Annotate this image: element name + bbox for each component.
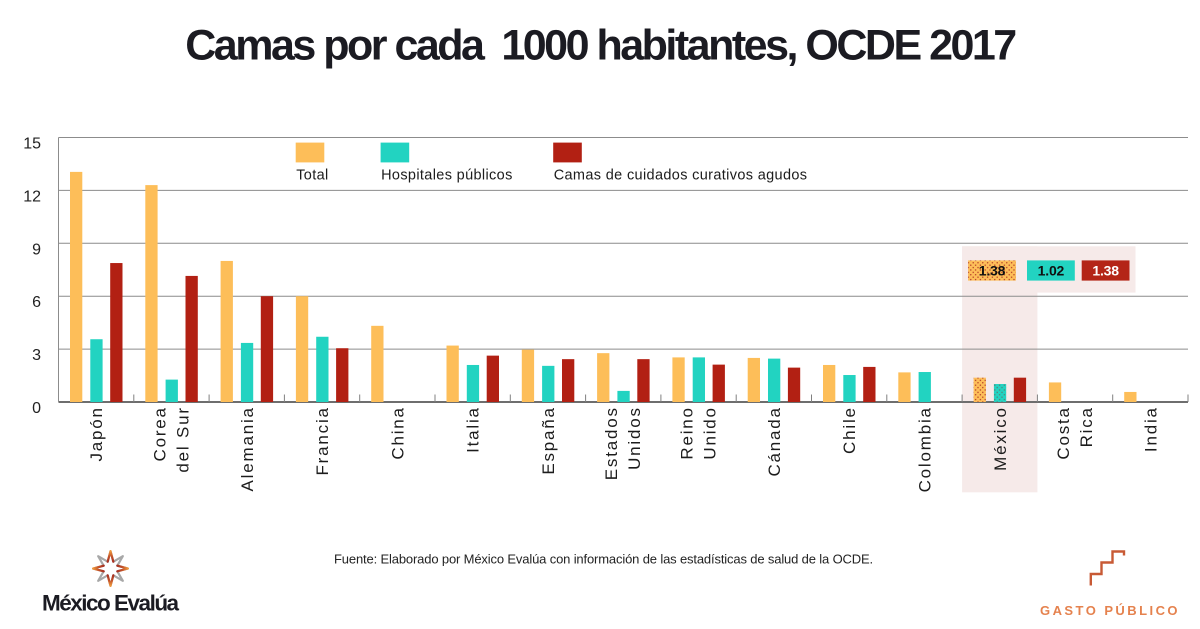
svg-text:Corea: Corea xyxy=(150,406,169,461)
svg-text:Hospitales públicos: Hospitales públicos xyxy=(381,168,513,184)
svg-text:Italia: Italia xyxy=(464,406,483,453)
svg-text:Colombia: Colombia xyxy=(915,406,934,492)
svg-text:Alemania: Alemania xyxy=(238,406,257,491)
svg-text:Camas de cuidados curativos ag: Camas de cuidados curativos agudos xyxy=(554,168,808,184)
svg-text:México: México xyxy=(991,406,1010,471)
svg-text:GASTO PÚBLICO: GASTO PÚBLICO xyxy=(1040,603,1180,618)
svg-text:México Evalúa: México Evalúa xyxy=(42,591,180,616)
svg-text:Unido: Unido xyxy=(701,406,720,459)
svg-text:0: 0 xyxy=(32,400,41,417)
svg-text:Cánada: Cánada xyxy=(765,406,784,476)
svg-text:España: España xyxy=(539,406,558,474)
svg-text:9: 9 xyxy=(32,241,41,258)
svg-text:Estados: Estados xyxy=(602,406,621,480)
svg-text:1.38: 1.38 xyxy=(979,263,1006,279)
svg-text:3: 3 xyxy=(32,347,41,364)
svg-text:del Sur: del Sur xyxy=(173,406,192,472)
svg-text:Rica: Rica xyxy=(1077,406,1096,447)
svg-text:12: 12 xyxy=(23,188,41,205)
svg-text:Francia: Francia xyxy=(313,406,332,475)
svg-text:15: 15 xyxy=(23,136,41,153)
svg-text:Chile: Chile xyxy=(840,406,859,454)
svg-text:Camas por cada 1000 habitante: Camas por cada 1000 habitantes, OCDE 201… xyxy=(185,22,1016,70)
svg-text:Unidos: Unidos xyxy=(625,406,644,470)
svg-text:Japón: Japón xyxy=(87,406,106,461)
svg-text:Reino: Reino xyxy=(678,406,697,459)
svg-text:Costa: Costa xyxy=(1054,406,1073,459)
svg-text:Fuente: Elaborado por México E: Fuente: Elaborado por México Evalúa con … xyxy=(334,551,873,566)
svg-text:Total: Total xyxy=(296,168,328,184)
svg-text:6: 6 xyxy=(32,294,41,311)
svg-text:China: China xyxy=(388,406,407,459)
svg-text:India: India xyxy=(1141,406,1160,452)
svg-text:1.02: 1.02 xyxy=(1038,263,1065,279)
svg-text:1.38: 1.38 xyxy=(1092,263,1119,279)
